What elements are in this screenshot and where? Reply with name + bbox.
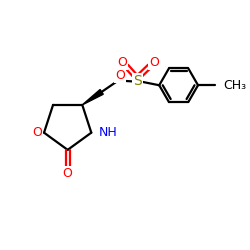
Text: NH: NH [98,126,117,139]
Text: O: O [32,126,42,139]
Text: O: O [149,56,159,68]
Polygon shape [82,90,103,105]
Text: S: S [133,74,142,88]
Text: O: O [117,56,127,68]
Text: O: O [63,166,72,179]
Text: CH₃: CH₃ [223,79,246,92]
Text: O: O [115,69,125,82]
